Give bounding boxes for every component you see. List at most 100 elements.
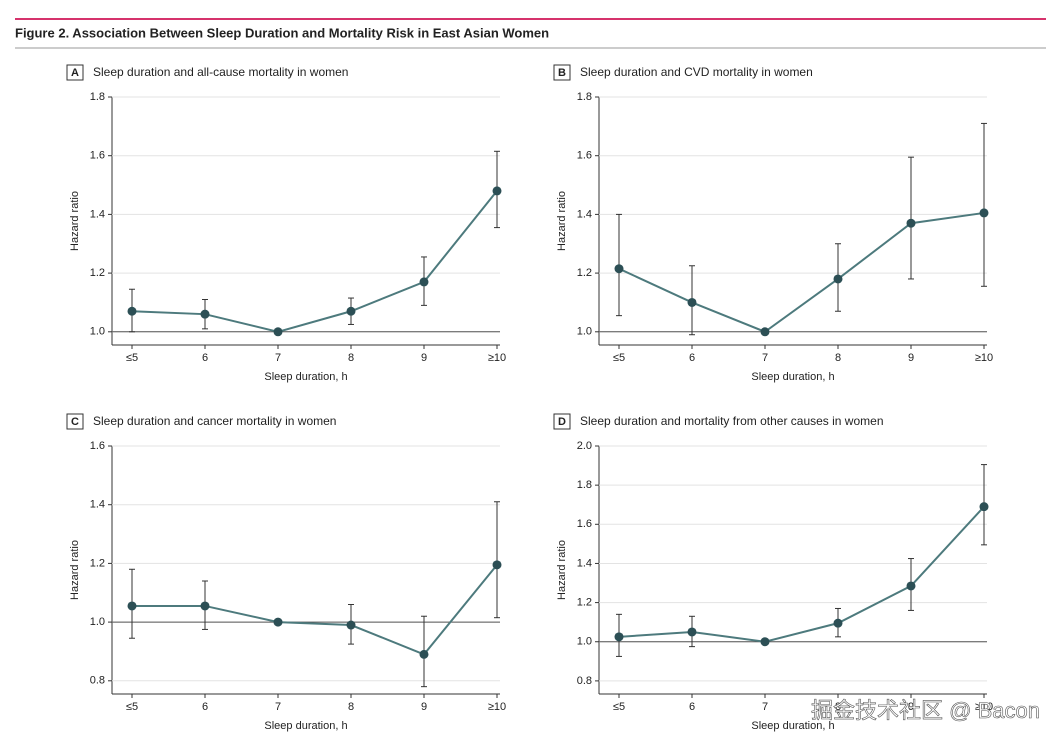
x-tick-label: ≥10 [975,701,993,713]
y-tick-label: 1.4 [577,208,592,220]
x-tick-label: ≤5 [126,352,138,364]
y-axis-label: Hazard ratio [69,191,81,251]
x-tick-label: 7 [275,701,281,713]
x-axis-label: Sleep duration, h [751,720,834,732]
x-tick-label: 7 [275,352,281,364]
x-tick-label: ≥10 [488,352,506,364]
data-point [687,297,697,307]
y-tick-label: 1.0 [577,326,592,338]
y-tick-label: 1.4 [90,208,105,220]
y-axis-label: Hazard ratio [556,191,568,251]
x-tick-label: 6 [689,701,695,713]
x-tick-label: 9 [421,701,427,713]
data-point [614,632,624,642]
y-tick-label: 1.6 [90,440,105,452]
y-tick-label: 1.6 [90,150,105,162]
data-point [979,208,989,218]
data-point [200,309,210,319]
data-point [127,601,137,611]
watermark: 掘金技术社区 @ Bacon [811,698,1040,723]
series-line [131,190,498,333]
data-point [492,560,502,570]
data-point [273,617,283,627]
y-tick-label: 1.6 [577,518,592,530]
x-tick-label: 6 [202,701,208,713]
data-point [614,264,624,274]
data-point [906,581,916,591]
y-tick-label: 1.8 [577,91,592,103]
y-tick-label: 1.2 [90,557,105,569]
x-axis-label: Sleep duration, h [264,371,347,383]
data-point [979,502,989,512]
panel-title: Sleep duration and mortality from other … [580,414,884,428]
panel-label-box [553,413,571,430]
x-tick-label: ≥10 [488,701,506,713]
x-tick-label: 9 [421,352,427,364]
data-point [346,620,356,630]
y-tick-label: 1.0 [90,326,105,338]
y-tick-label: 1.8 [577,479,592,491]
data-point [833,618,843,628]
y-tick-label: 0.8 [90,675,105,687]
x-tick-label: 9 [908,352,914,364]
y-tick-label: 0.8 [577,675,592,687]
error-bar [908,156,914,280]
x-tick-label: 8 [348,701,354,713]
panel-label-box [66,64,84,81]
x-axis-label: Sleep duration, h [264,720,347,732]
panel-label-box [553,64,571,81]
y-tick-label: 1.2 [577,267,592,279]
x-tick-label: ≤5 [613,352,625,364]
data-point [346,306,356,316]
panel-title: Sleep duration and cancer mortality in w… [93,414,336,428]
y-tick-label: 1.0 [577,636,592,648]
x-tick-label: 8 [835,701,841,713]
x-tick-label: ≤5 [613,701,625,713]
x-tick-label: 8 [835,352,841,364]
y-axis-label: Hazard ratio [69,540,81,600]
x-axis-label: Sleep duration, h [751,371,834,383]
panel-label-box [66,413,84,430]
panels: A Sleep duration and all-cause mortality … [66,64,993,732]
data-point [760,327,770,337]
x-tick-label: 8 [348,352,354,364]
data-point [200,601,210,611]
data-point [492,186,502,196]
panel-label: D [558,416,566,428]
y-tick-label: 2.0 [577,440,592,452]
y-tick-label: 1.4 [577,557,592,569]
panel-title: Sleep duration and CVD mortality in wome… [580,65,813,79]
x-tick-label: 7 [762,701,768,713]
x-tick-label: 6 [689,352,695,364]
x-tick-label: ≤5 [126,701,138,713]
x-tick-label: 7 [762,352,768,364]
panel-label: A [71,67,79,79]
error-bar [981,122,987,287]
x-tick-label: 9 [908,701,914,713]
y-tick-label: 1.4 [90,499,105,511]
panel-title: Sleep duration and all-cause mortality i… [93,65,348,79]
data-point [906,218,916,228]
data-point [760,637,770,647]
data-point [419,277,429,287]
series-line [618,211,985,333]
y-tick-label: 1.2 [577,596,592,608]
data-point [273,327,283,337]
data-point [687,627,697,637]
y-tick-label: 1.6 [577,150,592,162]
y-tick-label: 1.2 [90,267,105,279]
panel-label: C [71,416,79,428]
y-tick-label: 1.0 [90,616,105,628]
panel-label: B [558,67,566,79]
data-point [127,306,137,316]
series-line [618,506,985,643]
data-point [833,274,843,284]
x-tick-label: 6 [202,352,208,364]
x-tick-label: ≥10 [975,352,993,364]
error-bar [494,501,500,619]
y-tick-label: 1.8 [90,91,105,103]
figure-title: Figure 2. Association Between Sleep Dura… [15,25,549,40]
data-point [419,649,429,659]
y-axis-label: Hazard ratio [556,540,568,600]
